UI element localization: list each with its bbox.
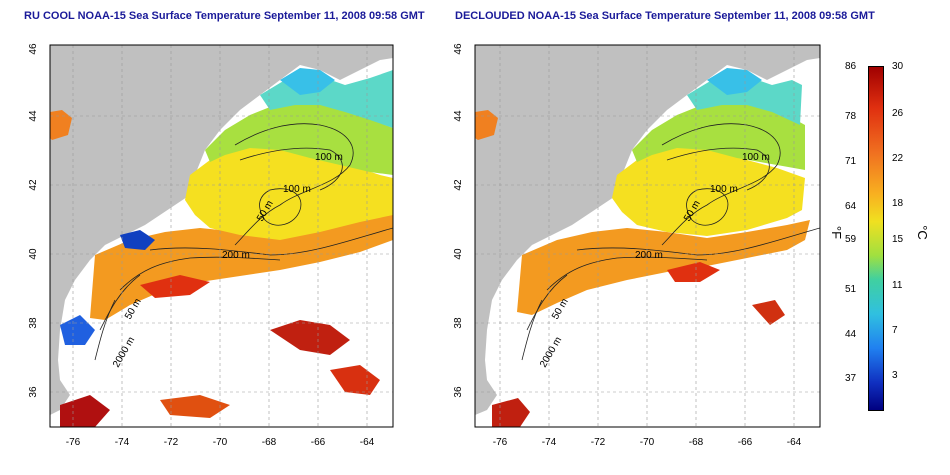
left-map-title: RU COOL NOAA-15 Sea Surface Temperature … [24, 10, 425, 22]
svg-text:-72: -72 [164, 437, 179, 448]
orange-patch [475, 110, 498, 140]
colorbar [868, 66, 884, 411]
svg-text:40: 40 [28, 248, 39, 260]
svg-text:-64: -64 [787, 437, 802, 448]
svg-text:40: 40 [453, 248, 464, 260]
svg-text:44: 44 [453, 110, 464, 122]
yellow-sst-region [612, 145, 805, 236]
celsius-tick: 18 [892, 198, 904, 209]
cold-pixels [60, 315, 95, 345]
svg-text:36: 36 [453, 386, 464, 398]
orange-patch [50, 110, 72, 140]
map-frame [49, 44, 394, 428]
svg-text:-70: -70 [213, 437, 228, 448]
svg-text:-70: -70 [640, 437, 655, 448]
fahrenheit-tick: 86 [845, 61, 857, 72]
right-map-title: DECLOUDED NOAA-15 Sea Surface Temperatur… [455, 10, 875, 22]
grid-lines [475, 45, 820, 427]
svg-text:46: 46 [453, 43, 464, 55]
right-sst-map: 100 m 100 m 50 m 200 m 50 m 2000 m -76 -… [453, 43, 821, 448]
svg-text:36: 36 [28, 386, 39, 398]
x-axis-ticks: -76 -74 -72 -70 -68 -66 -64 [66, 437, 375, 448]
fahrenheit-tick: 59 [845, 234, 857, 245]
map-frame [474, 44, 821, 428]
fahrenheit-tick: 64 [845, 201, 857, 212]
fahrenheit-tick: 78 [845, 111, 857, 122]
green-sst-region [205, 100, 393, 175]
contour-label: 100 m [710, 184, 738, 195]
celsius-unit: °C [914, 225, 930, 240]
fahrenheit-unit: °F [829, 225, 845, 240]
hot-patch [160, 395, 230, 418]
svg-text:-66: -66 [311, 437, 326, 448]
svg-text:38: 38 [28, 317, 39, 329]
celsius-tick: 3 [892, 370, 898, 381]
celsius-tick: 7 [892, 325, 898, 336]
svg-text:42: 42 [28, 179, 39, 191]
svg-text:-68: -68 [262, 437, 277, 448]
fahrenheit-tick: 51 [845, 284, 857, 295]
contour-label: 200 m [222, 250, 250, 261]
left-sst-map: 100 m 100 m 50 m 200 m 50 m 2000 m -76 -… [28, 43, 394, 448]
celsius-tick: 15 [892, 234, 904, 245]
hot-patch [492, 398, 530, 427]
contour-label: 100 m [283, 184, 311, 195]
svg-text:-74: -74 [115, 437, 130, 448]
y-axis-ticks: 36 38 40 42 44 46 [28, 43, 39, 398]
hot-patch [270, 320, 350, 355]
bathymetry-contours [94, 123, 393, 361]
svg-text:-76: -76 [66, 437, 81, 448]
yellow-sst-region [185, 145, 393, 240]
cold-pixels [120, 230, 155, 250]
celsius-tick: 30 [892, 61, 904, 72]
warm-sst-band [90, 210, 393, 320]
svg-text:46: 46 [28, 43, 39, 55]
land-area [475, 45, 820, 415]
bathymetry-contours [521, 123, 820, 361]
fahrenheit-tick: 37 [845, 373, 857, 384]
svg-text:38: 38 [453, 317, 464, 329]
fahrenheit-tick: 71 [845, 156, 857, 167]
hot-patch [60, 395, 110, 427]
svg-text:42: 42 [453, 179, 464, 191]
svg-text:-64: -64 [360, 437, 375, 448]
red-patch [667, 262, 720, 282]
warm-sst-band [517, 220, 810, 315]
svg-text:-76: -76 [493, 437, 508, 448]
red-patch [140, 275, 210, 298]
x-axis-ticks: -76 -74 -72 -70 -68 -66 -64 [493, 437, 802, 448]
land-area [50, 45, 393, 415]
contour-label: 100 m [742, 152, 770, 163]
cold-sst-region [707, 68, 762, 95]
svg-text:44: 44 [28, 110, 39, 122]
contour-label: 200 m [635, 250, 663, 261]
svg-text:-68: -68 [689, 437, 704, 448]
contour-label: 100 m [315, 152, 343, 163]
svg-text:-72: -72 [591, 437, 606, 448]
hot-patch [330, 365, 380, 395]
celsius-tick: 11 [892, 280, 903, 291]
cold-sst-region [280, 68, 335, 95]
svg-text:-66: -66 [738, 437, 753, 448]
y-axis-ticks: 36 38 40 42 44 46 [453, 43, 464, 398]
svg-text:-74: -74 [542, 437, 557, 448]
hot-patch [752, 300, 785, 325]
celsius-tick: 22 [892, 153, 904, 164]
celsius-tick: 26 [892, 108, 904, 119]
fahrenheit-tick: 44 [845, 329, 857, 340]
grid-lines [50, 45, 393, 427]
